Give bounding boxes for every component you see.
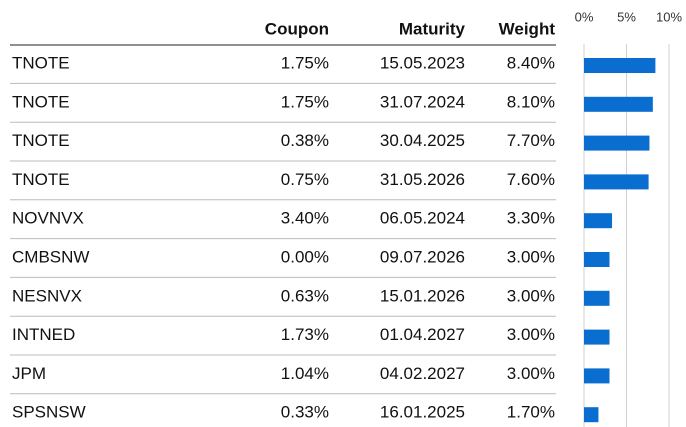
- x-tick-label: 5%: [617, 9, 636, 24]
- cell: 1.75%: [281, 92, 329, 111]
- cell: 0.33%: [281, 403, 329, 422]
- row-name: TNOTE: [12, 92, 70, 111]
- row-name: NESNVX: [12, 286, 82, 305]
- row-name: TNOTE: [12, 53, 70, 72]
- value-label: 3.00%: [507, 286, 555, 305]
- cell: 15.05.2023: [380, 53, 465, 72]
- x-tick-label: 10%: [656, 9, 682, 24]
- value-label: 3.00%: [507, 325, 555, 344]
- value-label: 3.00%: [507, 364, 555, 383]
- column-header: Coupon: [265, 19, 329, 38]
- row-name: NOVNVX: [12, 209, 84, 228]
- column-header: Maturity: [399, 19, 466, 38]
- row-name: TNOTE: [12, 131, 70, 150]
- cell: 30.04.2025: [380, 131, 465, 150]
- value-label: 1.70%: [507, 403, 555, 422]
- cell: 0.63%: [281, 286, 329, 305]
- value-label: 3.30%: [507, 209, 555, 228]
- bar: [584, 58, 656, 73]
- cell: 15.01.2026: [380, 286, 465, 305]
- cell: 0.75%: [281, 170, 329, 189]
- bar: [584, 290, 610, 306]
- column-header: Weight: [499, 19, 556, 38]
- cell: 09.07.2026: [380, 247, 465, 266]
- bar: [584, 407, 599, 423]
- bar: [584, 135, 650, 151]
- value-label: 8.40%: [507, 53, 555, 72]
- cell: 31.05.2026: [380, 170, 465, 189]
- row-name: JPM: [12, 364, 46, 383]
- cell: 0.38%: [281, 131, 329, 150]
- cell: 1.04%: [281, 364, 329, 383]
- cell: 1.75%: [281, 53, 329, 72]
- cell: 04.02.2027: [380, 364, 465, 383]
- cell: 31.07.2024: [380, 92, 465, 111]
- cell: 06.05.2024: [380, 209, 465, 228]
- row-name: CMBSNW: [12, 247, 89, 266]
- value-label: 8.10%: [507, 92, 555, 111]
- row-name: TNOTE: [12, 170, 70, 189]
- cell: 0.00%: [281, 247, 329, 266]
- row-name: SPSNSW: [12, 403, 86, 422]
- bar: [584, 329, 610, 345]
- value-label: 7.70%: [507, 131, 555, 150]
- row-name: INTNED: [12, 325, 75, 344]
- value-label: 3.00%: [507, 247, 555, 266]
- bar: [584, 174, 649, 190]
- x-tick-label: 0%: [575, 9, 594, 24]
- cell: 01.04.2027: [380, 325, 465, 344]
- cell: 16.01.2025: [380, 403, 465, 422]
- cell: 3.40%: [281, 209, 329, 228]
- cell: 1.73%: [281, 325, 329, 344]
- bar: [584, 368, 610, 384]
- bar: [584, 213, 613, 229]
- bar: [584, 252, 610, 267]
- value-label: 7.60%: [507, 170, 555, 189]
- bar: [584, 96, 653, 112]
